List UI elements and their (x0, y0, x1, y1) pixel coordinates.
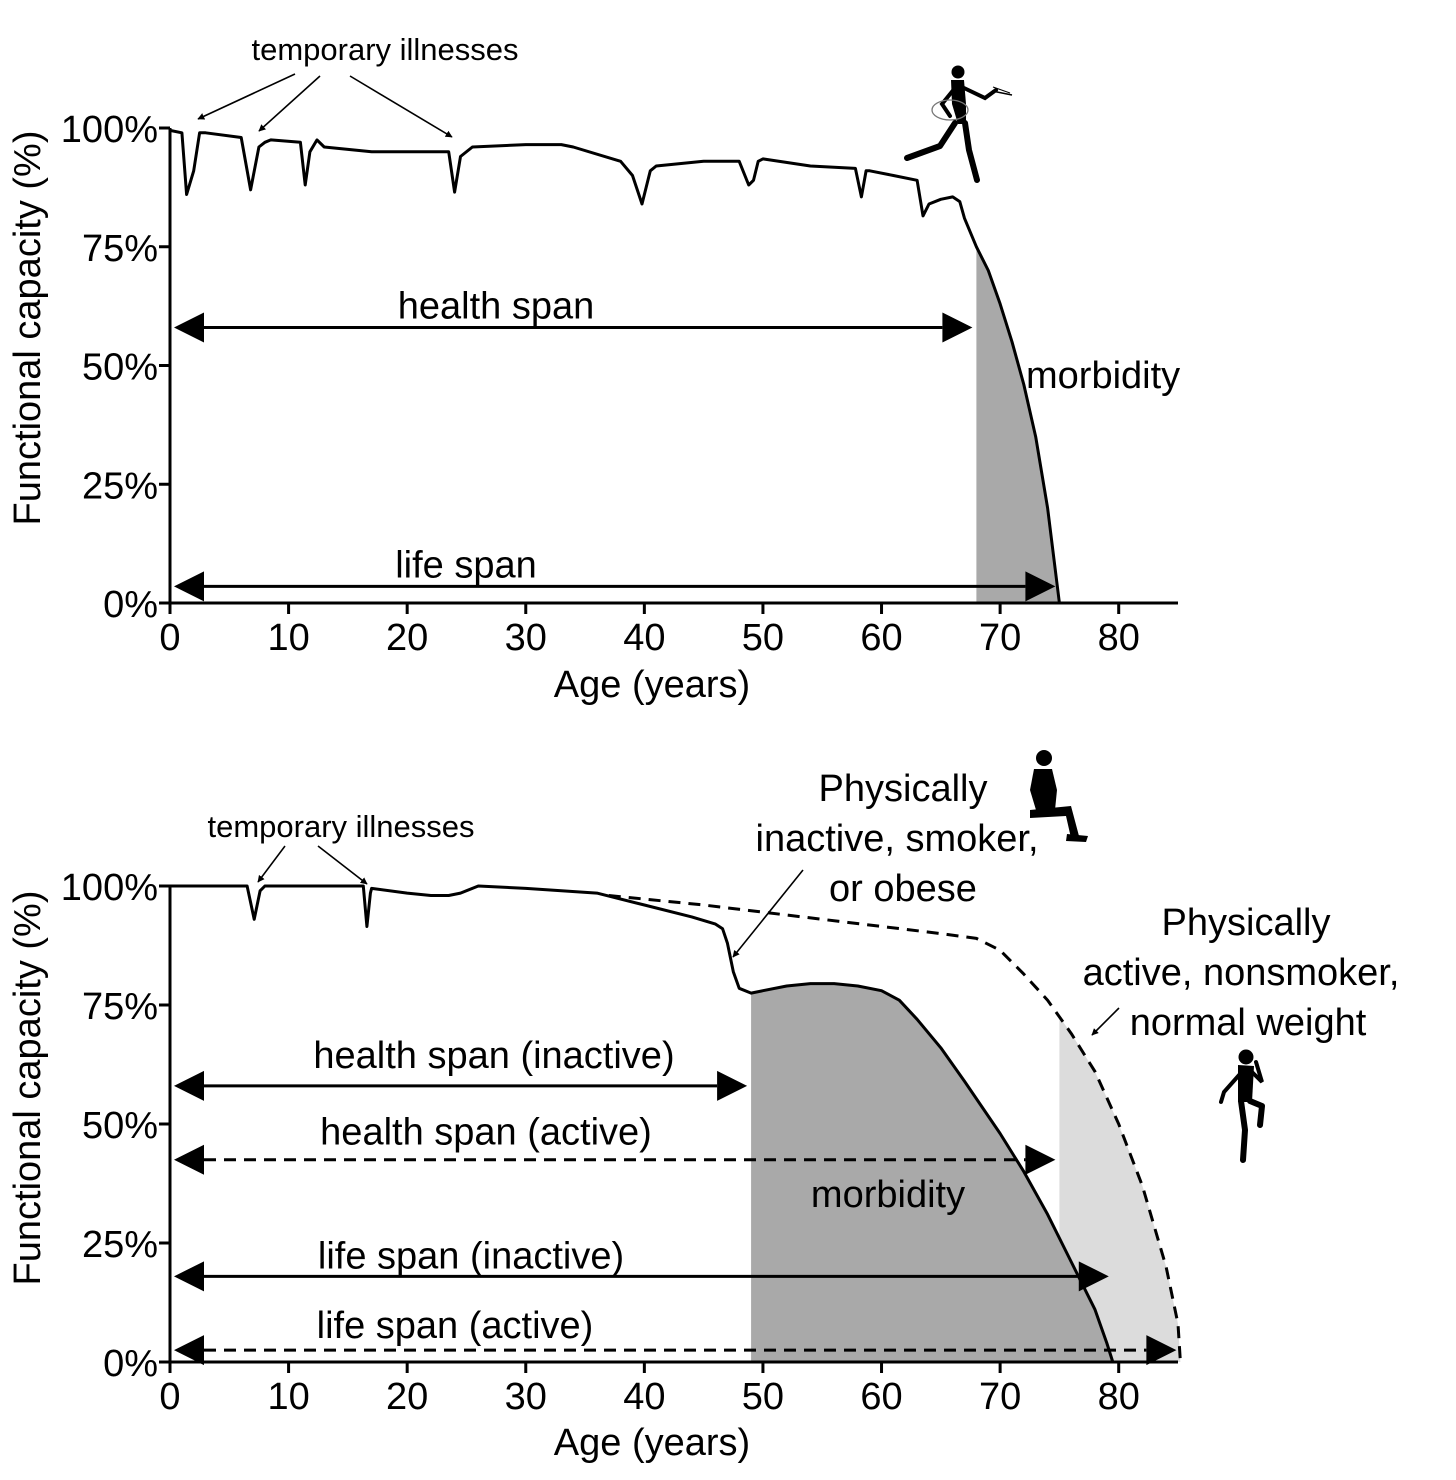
climbing-person-silhouette-icon (1219, 1049, 1265, 1163)
chart-1-y-tick-label: 75% (82, 228, 158, 270)
chart-2-y-ticks: 0% 25% 50% 75% 100% (61, 867, 170, 1385)
chart-2-illness-arrow-1 (257, 845, 286, 883)
chart-2-span-4-arrowhead-right (1146, 1335, 1177, 1366)
chart-2-inactive-arrow (732, 869, 804, 958)
chart-1-y-tick-label: 0% (103, 584, 158, 626)
seated-person-silhouette-icon (1030, 750, 1088, 842)
chart-2-lines (170, 884, 1182, 1363)
chart-2-illness-arrow-2 (317, 845, 368, 885)
chart-1-x-tick-label: 40 (623, 617, 665, 659)
chart-1-x-tick-label: 80 (1098, 617, 1140, 659)
chart-2-x-ticks: 0 10 20 30 40 50 60 70 80 (159, 1362, 1140, 1418)
chart-1-x-tick-label: 70 (979, 617, 1021, 659)
chart-1-series-1-line (169, 128, 1061, 604)
chart-2-morbidity-area (751, 983, 1113, 1362)
chart-2-inactive-label-line-1: Physically (819, 768, 988, 810)
chart-2-active-label-line-2: active, nonsmoker, (1083, 952, 1400, 994)
chart-1-span-1-label: health span (398, 286, 595, 328)
chart-1-y-tick-label: 100% (61, 109, 158, 151)
chart-1-illness-arrow-2 (258, 75, 321, 132)
chart-1-y-tick-label: 50% (82, 347, 158, 389)
chart-2-active-label-line-3: normal weight (1130, 1002, 1367, 1044)
chart-2-y-tick-label: 50% (82, 1105, 158, 1147)
chart-1-lines (169, 128, 1061, 604)
chart-1-x-tick-label: 50 (742, 617, 784, 659)
chart-2-span-1-arrowhead-left (174, 1070, 204, 1101)
chart-1-span-1-arrowhead-right (942, 312, 973, 343)
chart-2-x-tick-label: 40 (623, 1376, 665, 1418)
chart-2-span-1-arrowhead-right (717, 1070, 748, 1101)
chart-2-span-4-arrowhead-left (174, 1335, 204, 1366)
chart-2-active-label-line-1: Physically (1162, 902, 1331, 944)
chart-2-x-tick-label: 0 (159, 1376, 180, 1418)
chart-1-x-tick-label: 30 (505, 617, 547, 659)
chart-2-span-4-label: life span (active) (317, 1305, 594, 1347)
chart-1-x-axis-title: Age (years) (554, 664, 750, 706)
chart-1-y-tick-label: 25% (82, 465, 158, 507)
chart-2-inactive-label-line-3: or obese (829, 868, 977, 910)
chart-1-x-tick-label: 10 (267, 617, 309, 659)
chart-2-series-1-line (170, 884, 1115, 1363)
chart-2-x-tick-label: 70 (979, 1376, 1021, 1418)
chart-1-span-2-arrowhead-left (174, 571, 204, 602)
chart-2-temporary-illnesses-label: temporary illnesses (207, 809, 474, 844)
chart-1-illness-arrow-1 (197, 73, 296, 120)
chart-2-spans: health span (inactive) health span (activ… (174, 1035, 1177, 1366)
runner-silhouette-icon (904, 65, 1013, 183)
chart-2-x-tick-label: 50 (742, 1376, 784, 1418)
chart-2-series-2-line (608, 894, 1182, 1363)
chart-1-span-2-label: life span (395, 544, 537, 586)
chart-2-y-tick-label: 100% (61, 867, 158, 909)
chart-1-x-tick-label: 20 (386, 617, 428, 659)
chart-2-y-axis-title: Functional capacity (%) (7, 891, 49, 1286)
chart-2: 0 10 20 30 40 50 60 70 80 0% 25% 50% 75% 100% Age (y… (7, 750, 1399, 1464)
chart-1-x-tick-label: 0 (159, 617, 180, 659)
chart-2-span-1-label: health span (inactive) (313, 1035, 674, 1077)
chart-1-temporary-illnesses-label: temporary illnesses (251, 32, 518, 67)
chart-2-active-arrow (1091, 1007, 1120, 1036)
chart-1-spans: health span life span (174, 286, 1056, 602)
chart-1-illness-arrow-3 (349, 75, 453, 138)
chart-2-y-tick-label: 0% (103, 1343, 158, 1385)
chart-2-inactive-label: Physically inactive, smoker, or obese (756, 768, 1039, 910)
chart-2-x-tick-label: 60 (860, 1376, 902, 1418)
chart-1-y-axis-title: Functional capacity (%) (7, 131, 49, 526)
chart-2-x-tick-label: 20 (386, 1376, 428, 1418)
chart-2-span-3-arrowhead-right (1078, 1261, 1109, 1292)
chart-2-x-tick-label: 10 (267, 1376, 309, 1418)
chart-2-x-tick-label: 80 (1098, 1376, 1140, 1418)
chart-1: 0 10 20 30 40 50 60 70 80 0% 25% 50% 75% 100% Age (y… (7, 32, 1180, 706)
chart-2-span-2-label: health span (active) (320, 1112, 652, 1154)
chart-2-shading (751, 983, 1181, 1362)
chart-2-x-tick-label: 30 (505, 1376, 547, 1418)
chart-1-x-tick-label: 60 (860, 617, 902, 659)
chart-1-morbidity-area (976, 246, 1060, 603)
chart-1-shading (976, 246, 1060, 603)
chart-2-morbidity-label: morbidity (811, 1174, 965, 1216)
chart-1-span-2-arrowhead-right (1025, 571, 1056, 602)
chart-2-span-3-label: life span (inactive) (318, 1235, 624, 1277)
chart-2-y-tick-label: 75% (82, 986, 158, 1028)
chart-2-span-2-arrowhead-left (174, 1144, 204, 1175)
chart-2-span-2-arrowhead-right (1025, 1144, 1056, 1175)
chart-2-span-3-arrowhead-left (174, 1261, 204, 1292)
chart-2-x-axis-title: Age (years) (554, 1422, 750, 1464)
chart-2-inactive-label-line-2: inactive, smoker, (756, 818, 1039, 860)
chart-1-x-ticks: 0 10 20 30 40 50 60 70 80 (159, 603, 1140, 659)
chart-2-active-label: Physically active, nonsmoker, normal wei… (1083, 902, 1400, 1044)
chart-1-morbidity-label: morbidity (1026, 355, 1180, 397)
chart-1-span-1-arrowhead-left (174, 312, 204, 343)
chart-2-y-tick-label: 25% (82, 1224, 158, 1266)
chart-1-y-ticks: 0% 25% 50% 75% 100% (61, 109, 170, 626)
